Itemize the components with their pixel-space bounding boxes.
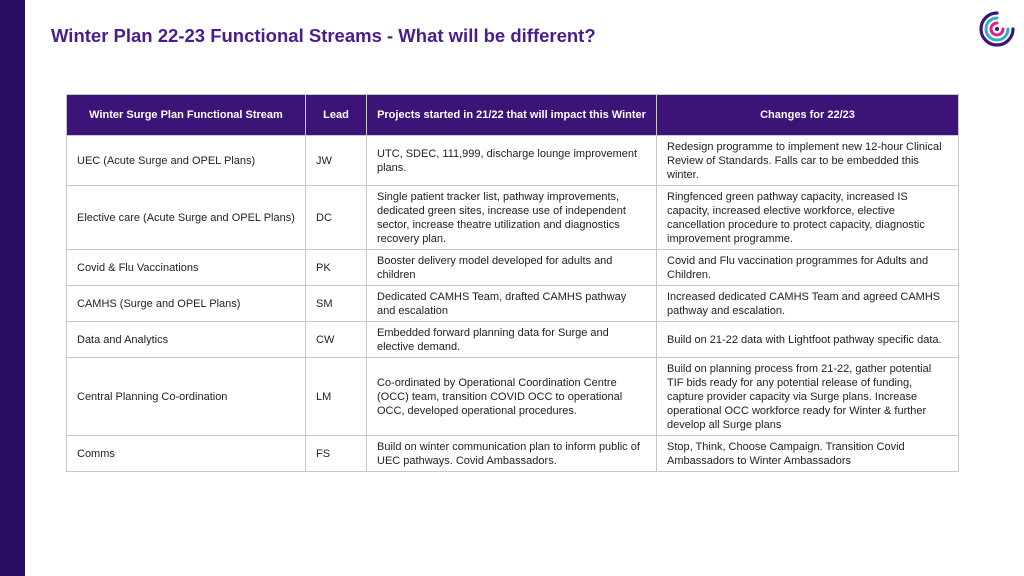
table-row: Data and Analytics CW Embedded forward p…: [66, 321, 959, 358]
changes-cell: Ringfenced green pathway capacity, incre…: [656, 185, 959, 250]
page-title: Winter Plan 22-23 Functional Streams - W…: [51, 25, 596, 46]
table-row: CAMHS (Surge and OPEL Plans) SM Dedicate…: [66, 285, 959, 322]
table-row: Comms FS Build on winter communication p…: [66, 435, 959, 472]
lead-cell: FS: [305, 435, 367, 472]
table-row: UEC (Acute Surge and OPEL Plans) JW UTC,…: [66, 135, 959, 186]
projects-cell: Dedicated CAMHS Team, drafted CAMHS path…: [366, 285, 657, 322]
projects-cell: UTC, SDEC, 111,999, discharge lounge imp…: [366, 135, 657, 186]
header-lead: Lead: [305, 94, 367, 136]
stream-cell: Central Planning Co-ordination: [66, 357, 306, 436]
changes-cell: Covid and Flu vaccination programmes for…: [656, 249, 959, 286]
left-accent-bar: [0, 0, 25, 576]
lead-cell: SM: [305, 285, 367, 322]
changes-cell: Build on 21-22 data with Lightfoot pathw…: [656, 321, 959, 358]
table-row: Covid & Flu Vaccinations PK Booster deli…: [66, 249, 959, 286]
stream-cell: CAMHS (Surge and OPEL Plans): [66, 285, 306, 322]
changes-cell: Build on planning process from 21-22, ga…: [656, 357, 959, 436]
lead-cell: PK: [305, 249, 367, 286]
table-row: Central Planning Co-ordination LM Co-ord…: [66, 357, 959, 436]
stream-cell: Comms: [66, 435, 306, 472]
stream-cell: UEC (Acute Surge and OPEL Plans): [66, 135, 306, 186]
stream-cell: Data and Analytics: [66, 321, 306, 358]
swirl-logo-icon: [979, 11, 1015, 47]
lead-cell: CW: [305, 321, 367, 358]
stream-cell: Elective care (Acute Surge and OPEL Plan…: [66, 185, 306, 250]
projects-cell: Embedded forward planning data for Surge…: [366, 321, 657, 358]
projects-cell: Co-ordinated by Operational Coordination…: [366, 357, 657, 436]
changes-cell: Increased dedicated CAMHS Team and agree…: [656, 285, 959, 322]
functional-streams-table: Winter Surge Plan Functional Stream Lead…: [66, 94, 959, 472]
changes-cell: Redesign programme to implement new 12-h…: [656, 135, 959, 186]
header-changes: Changes for 22/23: [656, 94, 959, 136]
table-row: Elective care (Acute Surge and OPEL Plan…: [66, 185, 959, 250]
lead-cell: LM: [305, 357, 367, 436]
lead-cell: JW: [305, 135, 367, 186]
projects-cell: Single patient tracker list, pathway imp…: [366, 185, 657, 250]
header-projects: Projects started in 21/22 that will impa…: [366, 94, 657, 136]
changes-cell: Stop, Think, Choose Campaign. Transition…: [656, 435, 959, 472]
header-stream: Winter Surge Plan Functional Stream: [66, 94, 306, 136]
lead-cell: DC: [305, 185, 367, 250]
table-header-row: Winter Surge Plan Functional Stream Lead…: [66, 94, 959, 136]
projects-cell: Build on winter communication plan to in…: [366, 435, 657, 472]
stream-cell: Covid & Flu Vaccinations: [66, 249, 306, 286]
projects-cell: Booster delivery model developed for adu…: [366, 249, 657, 286]
